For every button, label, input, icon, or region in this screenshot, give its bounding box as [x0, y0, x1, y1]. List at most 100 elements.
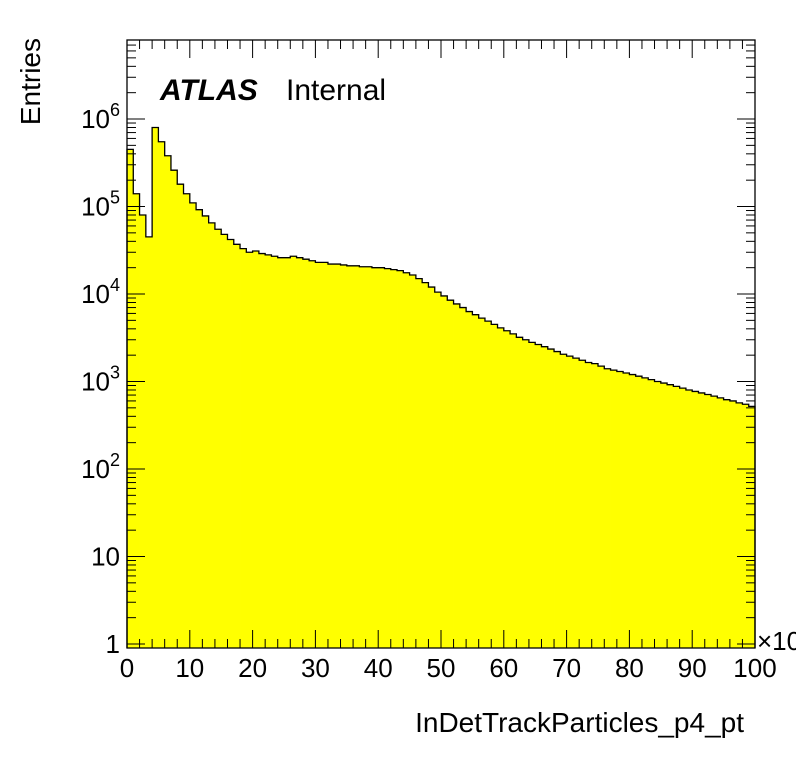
histogram-bin: [554, 351, 561, 648]
histogram-bin: [585, 362, 593, 648]
histogram-bin: [660, 383, 668, 648]
histogram-bin: [692, 391, 699, 648]
y-tick-label: 102: [81, 450, 120, 484]
x-tick-label: 50: [427, 653, 456, 683]
histogram-bin: [616, 371, 624, 648]
histogram-bin: [139, 214, 147, 648]
histogram-bin: [748, 406, 756, 648]
y-tick-label: 104: [81, 275, 120, 309]
histogram-bin: [145, 236, 153, 649]
x-axis-title: InDetTrackParticles_p4_pt: [415, 707, 744, 738]
histogram-bin: [528, 342, 536, 648]
histogram-bin: [158, 141, 166, 648]
x-tick-label: 60: [489, 653, 518, 683]
histogram-bin: [566, 356, 574, 648]
histogram-bin: [415, 278, 423, 648]
histogram-bin: [736, 402, 743, 648]
histogram-bin: [535, 344, 542, 648]
histogram-bin: [233, 244, 241, 648]
y-tick-label: 103: [81, 363, 120, 397]
histogram-bin: [371, 267, 379, 648]
histogram-bin: [327, 264, 335, 648]
histogram-bin: [598, 366, 605, 648]
histogram-bin: [510, 333, 517, 648]
histogram-bin: [478, 318, 486, 648]
histogram-bin: [346, 265, 354, 648]
histogram-bin: [711, 396, 718, 648]
x-tick-label: 80: [615, 653, 644, 683]
histogram-bin: [635, 376, 643, 648]
histogram-bin: [133, 193, 140, 648]
x-multiplier-label: ×10: [757, 626, 796, 656]
histogram-bin: [729, 400, 737, 648]
histogram-bin: [516, 337, 524, 648]
x-tick-label: 30: [301, 653, 330, 683]
histogram-bin: [177, 184, 184, 649]
histogram-bin: [441, 295, 448, 648]
histogram-bin: [717, 397, 724, 648]
x-tick-label: 100: [733, 653, 776, 683]
histogram-bin: [428, 287, 436, 648]
x-tick-label: 70: [552, 653, 581, 683]
histogram-bin: [284, 257, 291, 648]
histogram-bin: [698, 392, 706, 648]
histogram-bin: [240, 248, 247, 648]
histogram-bin: [196, 209, 203, 649]
histogram-outline: [126, 126, 756, 648]
histogram-bin: [290, 256, 297, 648]
histogram-bin: [547, 349, 555, 648]
histogram-bin: [472, 314, 480, 648]
histogram-bin: [723, 399, 731, 648]
histogram-bin: [434, 292, 442, 648]
histogram-bin: [202, 215, 210, 648]
y-tick-label: 10: [91, 541, 120, 571]
histogram-bin: [604, 368, 611, 648]
histogram-bin: [579, 360, 586, 648]
histogram-bin: [221, 234, 228, 648]
histogram-bin: [459, 307, 467, 648]
histogram-bin: [673, 386, 681, 648]
x-tick-label: 90: [678, 653, 707, 683]
histogram-bin: [704, 394, 712, 648]
y-tick-label: 106: [81, 100, 120, 134]
histogram-bin: [409, 274, 417, 648]
histogram-bin: [164, 155, 172, 648]
histogram-bin: [378, 267, 385, 648]
histogram-bin: [484, 321, 492, 648]
histogram-bin: [246, 252, 253, 648]
histogram-bin: [453, 303, 461, 648]
histogram-bin: [610, 370, 618, 648]
histogram-bin: [384, 268, 392, 648]
histogram-bin: [522, 339, 530, 648]
histogram-bin: [447, 300, 454, 648]
histogram-bin: [541, 346, 549, 648]
histogram-bin: [152, 127, 159, 648]
atlas-label: ATLAS: [159, 74, 258, 107]
histogram-bin: [491, 324, 498, 648]
histogram-bin: [277, 257, 285, 648]
y-axis-title: Entries: [15, 38, 46, 125]
histogram-bin: [334, 264, 341, 648]
x-tick-label: 40: [364, 653, 393, 683]
y-tick-label: 105: [81, 188, 120, 222]
histogram-bin: [390, 269, 398, 648]
internal-label: Internal: [286, 74, 386, 107]
histogram-bin: [271, 256, 279, 648]
histogram-bin: [560, 354, 567, 648]
histogram-bin: [208, 222, 216, 649]
histogram-bin: [227, 239, 235, 648]
histogram-bin: [623, 373, 630, 648]
histogram-bin: [265, 254, 272, 649]
histogram-bin: [648, 379, 655, 648]
histogram-bin: [654, 381, 662, 648]
histogram-bin: [397, 270, 404, 648]
histogram-bin: [503, 330, 511, 648]
histogram-bin: [742, 404, 750, 648]
histogram-bin: [258, 253, 266, 648]
histogram-bin: [359, 266, 367, 648]
x-tick-label: 20: [238, 653, 267, 683]
histogram-bin: [315, 262, 323, 648]
histogram-bin: [497, 327, 505, 648]
histogram-bin: [170, 170, 178, 649]
